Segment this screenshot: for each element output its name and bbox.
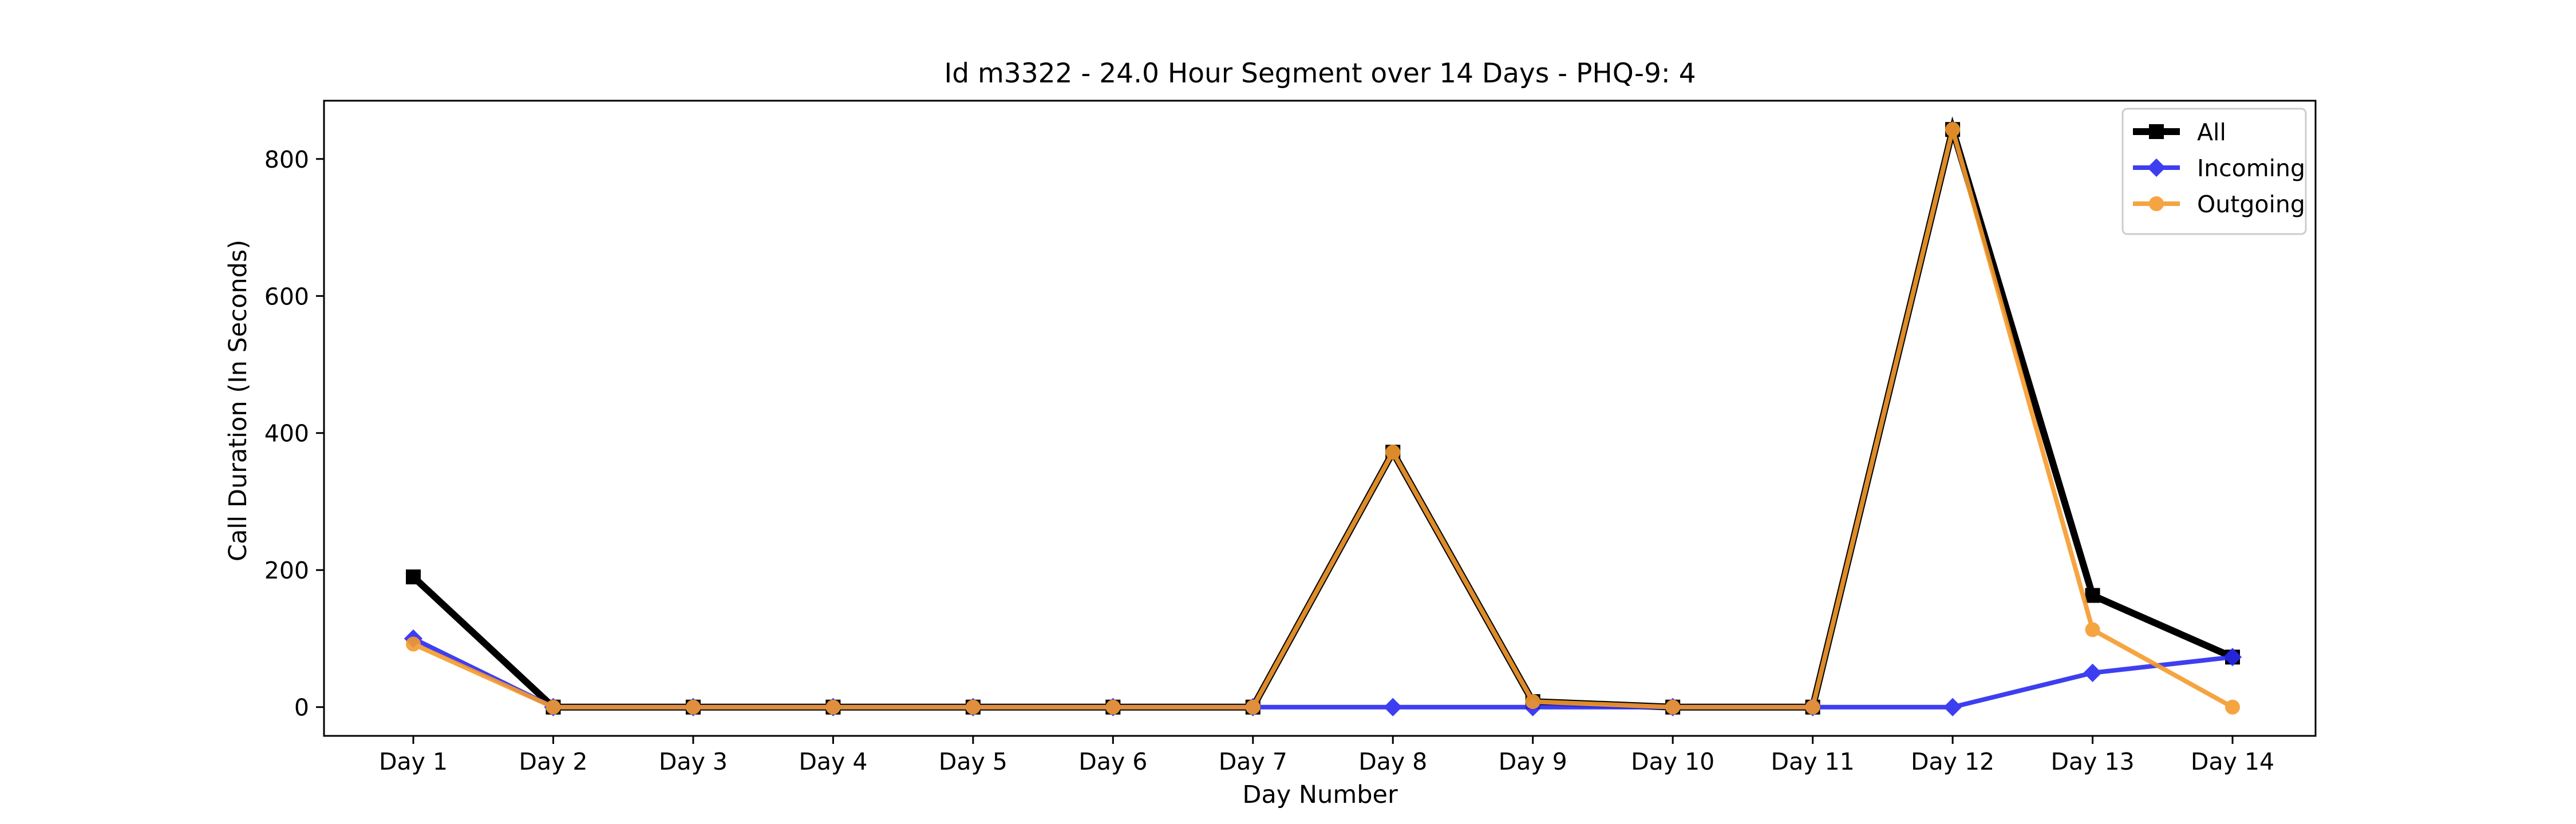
series-incoming [404, 629, 2242, 716]
legend-label: All [2197, 118, 2226, 146]
data-point-outgoing [685, 699, 701, 715]
data-point-incoming [2223, 648, 2242, 667]
legend-label: Outgoing [2197, 191, 2305, 218]
data-point-outgoing [1805, 699, 1820, 715]
data-point-outgoing [546, 699, 561, 715]
legend-marker [2149, 196, 2164, 211]
legend-label: Incoming [2197, 154, 2305, 182]
data-point-incoming [1943, 698, 1962, 716]
x-ticks: Day 1 Day 2 Day 3 Day 4 Day 5 Day 6 Day 7 Day 8… [379, 736, 2274, 775]
x-tick-label: Day 2 [519, 748, 587, 775]
data-point-outgoing [1945, 122, 1961, 137]
x-tick-label: Day 8 [1358, 748, 1427, 775]
x-tick-label: Day 1 [379, 748, 448, 775]
x-tick-label: Day 11 [1771, 748, 1855, 775]
data-point-outgoing [2225, 699, 2240, 715]
y-tick-label: 0 [294, 694, 309, 722]
data-point-all [406, 569, 421, 585]
legend-entry [2133, 196, 2180, 211]
series-line-outgoing [412, 120, 2234, 710]
data-point-all [2085, 588, 2100, 603]
data-point-outgoing [1665, 699, 1681, 715]
legend-marker [2149, 124, 2164, 139]
legend-marker [2147, 158, 2166, 177]
x-tick-label: Day 3 [659, 748, 728, 775]
y-tick-label: 800 [264, 146, 309, 173]
series-line-incoming [412, 636, 2233, 710]
x-tick-label: Day 12 [1911, 748, 1994, 775]
data-point-incoming [1384, 698, 1402, 716]
plot-series [404, 116, 2242, 716]
series-all [406, 116, 2240, 715]
series-line-all [410, 116, 2234, 711]
chart-title: Id m3322 - 24.0 Hour Segment over 14 Day… [944, 58, 1696, 89]
plot-area-frame [323, 100, 2317, 737]
data-point-incoming [2083, 663, 2102, 682]
x-tick-label: Day 5 [939, 748, 1008, 775]
y-tick-label: 600 [264, 283, 309, 310]
data-point-outgoing [1525, 694, 1540, 710]
y-tick-label: 200 [264, 557, 309, 584]
legend: All Incoming Outgoing [2121, 108, 2307, 235]
series-outgoing [406, 120, 2240, 715]
data-point-outgoing [1385, 445, 1401, 460]
y-axis-label: Call Duration (In Seconds) [224, 240, 252, 561]
x-tick-label: Day 7 [1219, 748, 1287, 775]
x-tick-label: Day 14 [2191, 748, 2274, 775]
data-point-outgoing [965, 699, 981, 715]
data-point-outgoing [2085, 622, 2100, 637]
x-tick-label: Day 10 [1631, 748, 1714, 775]
data-point-outgoing [1105, 699, 1121, 715]
x-axis-label: Day Number [1242, 781, 1398, 809]
y-tick-label: 400 [264, 420, 309, 447]
x-tick-label: Day 6 [1078, 748, 1147, 775]
legend-entry [2133, 124, 2180, 139]
legend-entry [2133, 158, 2180, 177]
data-point-outgoing [1245, 699, 1261, 715]
data-point-outgoing [406, 636, 421, 652]
x-tick-label: Day 4 [799, 748, 867, 775]
y-ticks: 0 200 400 600 800 [264, 146, 324, 722]
x-tick-label: Day 9 [1499, 748, 1567, 775]
x-tick-label: Day 13 [2050, 748, 2134, 775]
data-point-outgoing [825, 699, 841, 715]
